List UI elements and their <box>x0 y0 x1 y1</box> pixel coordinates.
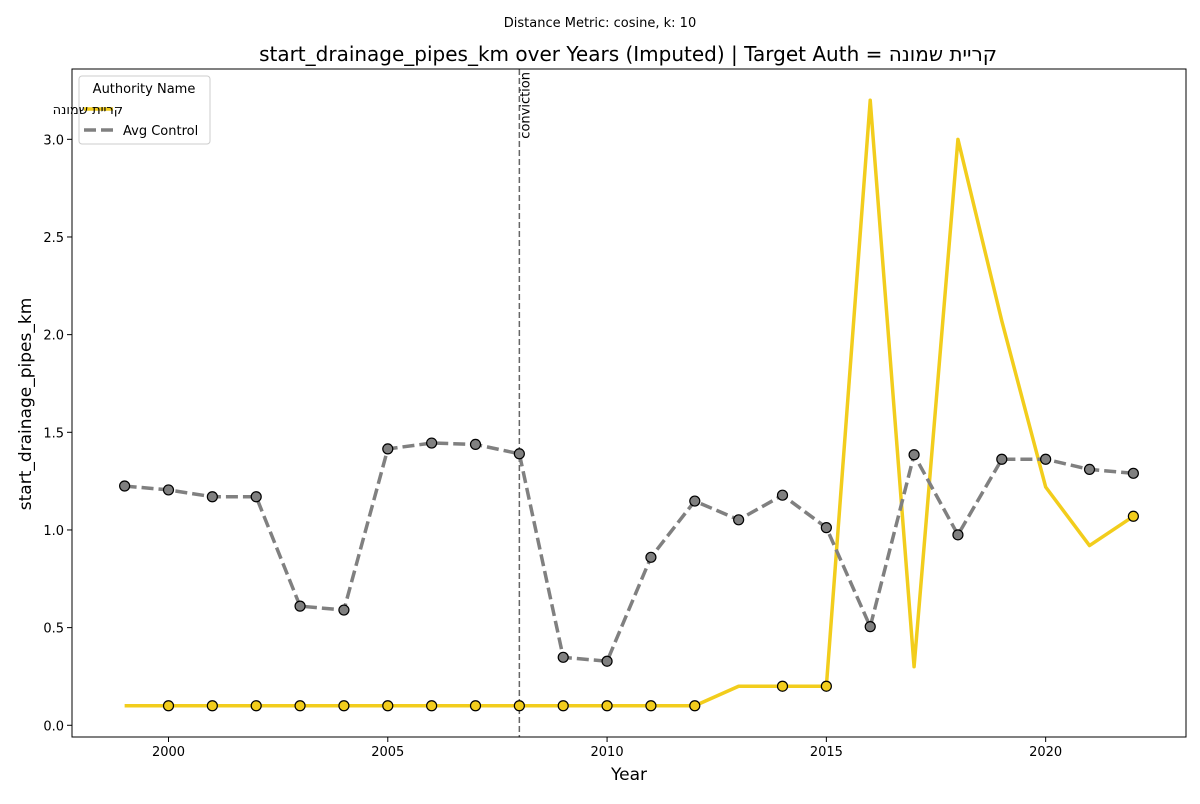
y-tick-label-3: 1.5 <box>43 426 64 441</box>
point-1-2007 <box>469 438 482 451</box>
point-0-2010 <box>601 700 613 712</box>
x-axis-label: Year <box>610 765 647 785</box>
point-0-2007 <box>469 700 482 712</box>
point-1-2000 <box>162 484 175 496</box>
point-1-2008 <box>513 448 525 460</box>
point-1-2003 <box>294 600 306 612</box>
point-0-2000 <box>162 700 175 712</box>
point-0-2015 <box>820 680 832 692</box>
point-0-2012 <box>689 700 701 712</box>
y-tick-label-0: 0.0 <box>43 719 64 734</box>
point-1-2011 <box>645 551 657 563</box>
conviction-annotation: conviction <box>518 69 533 737</box>
point-1-2009 <box>557 651 569 663</box>
y-tick-label-1: 0.5 <box>43 622 64 637</box>
series-lines <box>124 98 1135 708</box>
y-tick-label-5: 2.5 <box>43 231 64 246</box>
point-0-2009 <box>557 700 569 712</box>
point-1-2001 <box>206 491 218 503</box>
x-tick-label-2000: 2000 <box>152 745 185 760</box>
point-1-1999 <box>119 480 131 492</box>
point-0-2004 <box>338 700 350 712</box>
series-line-0 <box>124 98 1135 708</box>
x-tick-label-2015: 2015 <box>810 745 843 760</box>
axes-ticks: 2000 2005 2010 2015 2020 0.0 0.5 1.0 1.5 2.0 2.5 3.… <box>43 133 1062 760</box>
legend-box <box>78 75 211 145</box>
chart-suptitle: Distance Metric: cosine, k: 10 <box>504 16 696 31</box>
legend: Authority Name קריית שמונה Avg Control <box>53 75 211 145</box>
point-1-2006 <box>426 437 438 449</box>
y-axis-label: start_drainage_pipes_km <box>16 298 36 510</box>
point-1-2013 <box>733 514 745 526</box>
point-1-2002 <box>250 491 262 503</box>
x-tick-label-2005: 2005 <box>371 745 404 760</box>
point-0-2002 <box>250 700 262 712</box>
chart-title: start_drainage_pipes_km over Years (Impu… <box>259 42 997 66</box>
point-1-2019 <box>996 453 1008 465</box>
point-0-2011 <box>645 700 657 712</box>
x-tick-label-2020: 2020 <box>1029 745 1062 760</box>
point-1-2015 <box>820 522 832 534</box>
y-tick-label-6: 3.0 <box>43 133 64 148</box>
point-0-2006 <box>426 700 438 712</box>
point-0-2001 <box>206 700 218 712</box>
point-1-2020 <box>1040 453 1052 465</box>
point-1-2004 <box>338 604 350 616</box>
plot-frame <box>71 68 1187 738</box>
point-0-2003 <box>294 700 306 712</box>
point-1-2010 <box>601 655 613 667</box>
point-1-2005 <box>382 443 394 455</box>
point-1-2017 <box>908 449 920 461</box>
point-1-2022 <box>1127 467 1139 479</box>
point-0-2022 <box>1127 510 1139 522</box>
y-tick-label-4: 2.0 <box>43 329 64 344</box>
legend-label-target: קריית שמונה <box>53 103 123 118</box>
point-1-2021 <box>1083 463 1096 476</box>
series-markers <box>119 437 1139 712</box>
point-1-2018 <box>952 529 964 541</box>
point-1-2012 <box>689 495 701 507</box>
x-tick-label-2010: 2010 <box>591 745 624 760</box>
point-0-2008 <box>513 700 525 712</box>
conviction-label: conviction <box>518 72 533 139</box>
point-1-2014 <box>776 489 789 501</box>
series-line-1 <box>124 441 1134 663</box>
legend-title: Authority Name <box>93 82 196 97</box>
point-1-2016 <box>864 621 876 633</box>
point-0-2005 <box>382 700 394 712</box>
y-tick-label-2: 1.0 <box>43 524 64 539</box>
point-0-2014 <box>776 680 789 692</box>
legend-label-control: Avg Control <box>123 124 198 139</box>
